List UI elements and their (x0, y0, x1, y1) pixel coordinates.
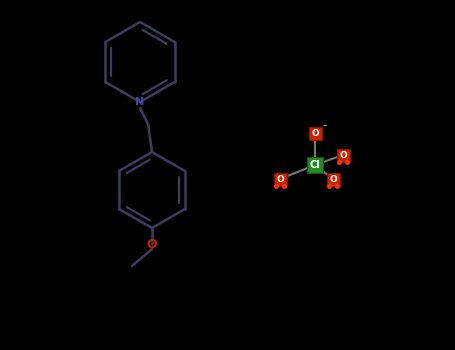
FancyBboxPatch shape (307, 157, 323, 173)
FancyBboxPatch shape (308, 126, 322, 140)
Text: O: O (329, 175, 337, 183)
Text: Cl: Cl (309, 160, 320, 170)
Text: -: - (323, 119, 327, 133)
Text: N: N (136, 97, 145, 107)
FancyBboxPatch shape (327, 173, 339, 186)
Text: O: O (147, 238, 157, 251)
Text: O: O (276, 175, 284, 183)
Text: O: O (339, 150, 347, 160)
FancyBboxPatch shape (337, 148, 349, 161)
Text: O: O (311, 128, 319, 138)
FancyBboxPatch shape (273, 173, 287, 186)
